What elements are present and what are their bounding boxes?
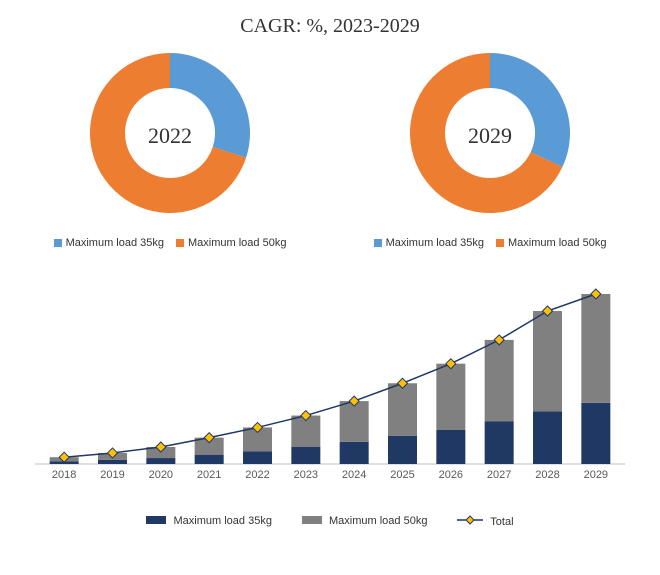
legend-item: Maximum load 35kg [54,237,164,249]
legend-item: Maximum load 50kg [496,237,606,249]
svg-text:2022: 2022 [245,469,269,481]
svg-text:2024: 2024 [342,469,366,481]
legend-item: Total [457,515,513,528]
bar-chart-svg: 2018 2019 2020 2021 2022 2023 2024 2025 2026 2027… [10,284,630,504]
bar-chart-area: 2018 2019 2020 2021 2022 2023 2024 2025 2026 2027… [10,284,650,528]
line-marker-icon [457,515,483,525]
legend-label: Total [490,516,513,528]
svg-text:2029: 2029 [584,469,608,481]
svg-text:2023: 2023 [294,469,318,481]
legend-label: Maximum load 50kg [508,237,606,249]
swatch-icon [302,516,322,524]
swatch-icon [176,239,184,247]
legend-label: Maximum load 50kg [329,515,427,527]
swatch-icon [496,239,504,247]
donut-2022-block: 2022 Maximum load 35kg Maximum load 50kg [54,48,287,249]
swatch-icon [54,239,62,247]
donut-2022: 2022 [85,48,255,223]
donut-2022-legend: Maximum load 35kg Maximum load 50kg [54,237,287,249]
donut-2029-block: 2029 Maximum load 35kg Maximum load 50kg [374,48,607,249]
page-title: CAGR: %, 2023-2029 [10,15,650,38]
donut-2029-year: 2029 [468,123,512,149]
swatch-icon [146,516,166,524]
legend-label: Maximum load 35kg [174,515,272,527]
legend-item: Maximum load 50kg [176,237,286,249]
legend-item: Maximum load 35kg [146,515,272,528]
donut-2022-year: 2022 [148,123,192,149]
bar-chart-legend: Maximum load 35kg Maximum load 50kg Tota… [10,515,650,528]
legend-label: Maximum load 50kg [188,237,286,249]
donuts-row: 2022 Maximum load 35kg Maximum load 50kg… [10,48,650,249]
svg-text:2020: 2020 [149,469,173,481]
svg-text:2018: 2018 [52,469,76,481]
svg-text:2026: 2026 [439,469,463,481]
donut-2029: 2029 [405,48,575,223]
legend-label: Maximum load 35kg [386,237,484,249]
donut-2029-legend: Maximum load 35kg Maximum load 50kg [374,237,607,249]
svg-text:2025: 2025 [390,469,414,481]
legend-item: Maximum load 35kg [374,237,484,249]
swatch-icon [374,239,382,247]
legend-item: Maximum load 50kg [302,515,428,528]
legend-label: Maximum load 35kg [66,237,164,249]
svg-text:2019: 2019 [100,469,124,481]
svg-text:2021: 2021 [197,469,221,481]
svg-text:2028: 2028 [535,469,559,481]
svg-text:2027: 2027 [487,469,511,481]
